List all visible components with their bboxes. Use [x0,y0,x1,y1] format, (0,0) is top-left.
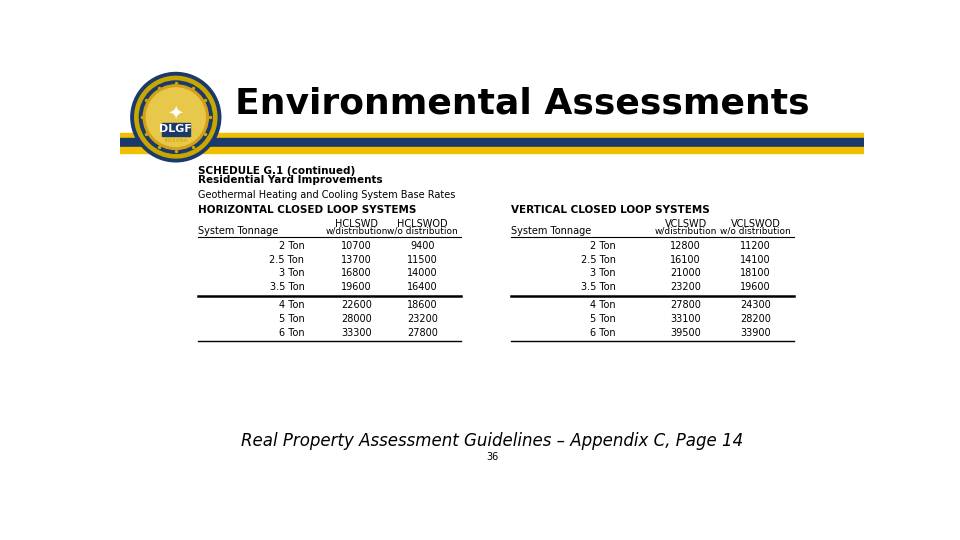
Text: Environmental Assessments: Environmental Assessments [234,86,809,120]
Text: 13700: 13700 [341,255,372,265]
Text: SCHEDULE G.1 (continued): SCHEDULE G.1 (continued) [198,166,355,177]
Text: 24300: 24300 [740,300,771,310]
Text: 19600: 19600 [341,282,372,292]
Text: 6 Ton: 6 Ton [590,328,616,338]
Bar [120,132,864,138]
Text: 14100: 14100 [740,255,771,265]
Text: 19600: 19600 [740,282,771,292]
Text: 3 Ton: 3 Ton [278,268,304,279]
Text: Geothermal Heating and Cooling System Base Rates: Geothermal Heating and Cooling System Ba… [198,190,455,200]
Text: 27800: 27800 [407,328,438,338]
Text: Real Property Assessment Guidelines – Appendix C, Page 14: Real Property Assessment Guidelines – Ap… [241,431,743,450]
Text: 21000: 21000 [670,268,701,279]
Circle shape [146,88,205,146]
Text: System Tonnage: System Tonnage [512,226,591,237]
Circle shape [131,72,221,162]
Bar [162,123,190,136]
Text: 2 Ton: 2 Ton [278,241,304,251]
Text: 27800: 27800 [670,300,701,310]
Bar [120,147,864,153]
Circle shape [139,81,212,153]
Text: 5 Ton: 5 Ton [590,314,616,324]
Text: 39500: 39500 [670,328,701,338]
Text: 2.5 Ton: 2.5 Ton [270,255,304,265]
Text: w/o distribution: w/o distribution [387,226,458,235]
Text: 11500: 11500 [407,255,438,265]
Text: 23200: 23200 [407,314,438,324]
Text: 16400: 16400 [407,282,438,292]
Text: DLGF: DLGF [159,125,192,134]
Text: VCLSWD: VCLSWD [664,219,707,229]
Text: 16100: 16100 [670,255,701,265]
Text: HCLSWD: HCLSWD [335,219,378,229]
Circle shape [134,76,217,158]
Circle shape [143,85,208,150]
Text: 4 Ton: 4 Ton [590,300,616,310]
Text: 3.5 Ton: 3.5 Ton [270,282,304,292]
Text: w/distribution: w/distribution [655,226,717,235]
Text: 5 Ton: 5 Ton [278,314,304,324]
Text: 16800: 16800 [341,268,372,279]
Text: VERTICAL CLOSED LOOP SYSTEMS: VERTICAL CLOSED LOOP SYSTEMS [512,205,710,215]
Text: ✦: ✦ [168,104,184,123]
Text: INDIANA: INDIANA [164,138,187,143]
Text: 22600: 22600 [341,300,372,310]
Text: 33900: 33900 [740,328,771,338]
Text: 12800: 12800 [670,241,701,251]
Text: 14000: 14000 [407,268,438,279]
Text: System Tonnage: System Tonnage [198,226,277,237]
Text: 18100: 18100 [740,268,771,279]
Text: VCLSWOD: VCLSWOD [731,219,780,229]
Text: 3 Ton: 3 Ton [590,268,616,279]
Text: HCLSWOD: HCLSWOD [396,219,447,229]
Text: 6 Ton: 6 Ton [278,328,304,338]
Text: 3.5 Ton: 3.5 Ton [581,282,616,292]
Text: 2 Ton: 2 Ton [590,241,616,251]
Text: 28200: 28200 [740,314,771,324]
Text: 18600: 18600 [407,300,438,310]
Text: 9400: 9400 [410,241,435,251]
Text: w/o distribution: w/o distribution [720,226,791,235]
Text: HORIZONTAL CLOSED LOOP SYSTEMS: HORIZONTAL CLOSED LOOP SYSTEMS [198,205,416,215]
Bar [120,138,864,147]
Text: 28000: 28000 [341,314,372,324]
Text: w/distribution: w/distribution [325,226,388,235]
Text: 10700: 10700 [341,241,372,251]
Text: Residential Yard Improvements: Residential Yard Improvements [198,175,382,185]
Text: 11200: 11200 [740,241,771,251]
Text: 33100: 33100 [670,314,701,324]
Text: 2.5 Ton: 2.5 Ton [581,255,616,265]
Text: 4 Ton: 4 Ton [278,300,304,310]
Text: 36: 36 [486,453,498,462]
Text: 33300: 33300 [341,328,372,338]
Text: 23200: 23200 [670,282,701,292]
